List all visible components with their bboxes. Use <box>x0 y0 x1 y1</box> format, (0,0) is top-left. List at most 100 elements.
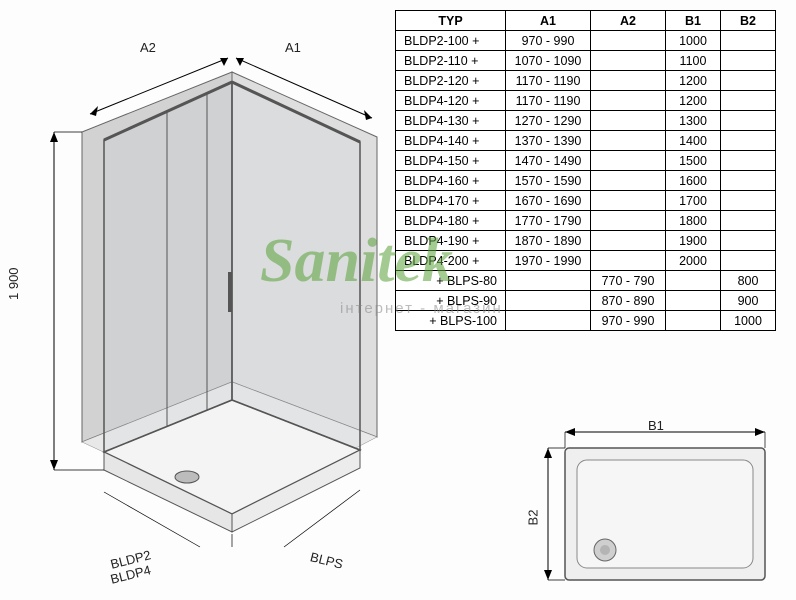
table-row: + BLPS-90 870 - 890 900 <box>396 291 776 311</box>
cell-a1: 1770 - 1790 <box>506 211 591 231</box>
cell-b1: 1600 <box>666 171 721 191</box>
cell-a2 <box>591 151 666 171</box>
cell-a1: 1070 - 1090 <box>506 51 591 71</box>
cell-typ: BLDP4-130 + <box>396 111 506 131</box>
product-spec-sheet: 1 900 A1 A2 BLDP2 BLDP4 BLPS TYP A1 A2 B… <box>0 0 796 600</box>
cell-b2 <box>721 131 776 151</box>
cell-a2 <box>591 51 666 71</box>
cell-typ: BLDP2-110 + <box>396 51 506 71</box>
cell-b1: 1900 <box>666 231 721 251</box>
cell-b2 <box>721 191 776 211</box>
cell-b1: 1500 <box>666 151 721 171</box>
b1-dimension-label: B1 <box>648 418 664 433</box>
cell-b1: 1200 <box>666 91 721 111</box>
table-row: + BLPS-100 970 - 990 1000 <box>396 311 776 331</box>
cell-b2 <box>721 71 776 91</box>
table-row: BLDP4-150 +1470 - 1490 1500 <box>396 151 776 171</box>
cell-a2 <box>591 211 666 231</box>
cell-a2 <box>591 231 666 251</box>
cell-a2 <box>591 71 666 91</box>
cell-a1 <box>506 311 591 331</box>
col-header-typ: TYP <box>396 11 506 31</box>
cell-b2 <box>721 251 776 271</box>
cell-b1: 1400 <box>666 131 721 151</box>
cell-b1 <box>666 271 721 291</box>
a1-dimension-label: A1 <box>285 40 301 55</box>
cell-b1: 1700 <box>666 191 721 211</box>
cell-b2: 800 <box>721 271 776 291</box>
cell-b1 <box>666 291 721 311</box>
cell-b2 <box>721 231 776 251</box>
shower-enclosure-diagram <box>32 22 392 562</box>
cell-b2 <box>721 91 776 111</box>
cell-a1: 1970 - 1990 <box>506 251 591 271</box>
col-header-a2: A2 <box>591 11 666 31</box>
cell-typ: BLDP4-180 + <box>396 211 506 231</box>
cell-a2 <box>591 111 666 131</box>
cell-b1: 1100 <box>666 51 721 71</box>
table-row: + BLPS-80 770 - 790 800 <box>396 271 776 291</box>
cell-b2 <box>721 151 776 171</box>
cell-a2 <box>591 171 666 191</box>
cell-typ: BLDP4-170 + <box>396 191 506 211</box>
table-row: BLDP4-190 +1870 - 1890 1900 <box>396 231 776 251</box>
cell-a1: 1470 - 1490 <box>506 151 591 171</box>
cell-b1: 1000 <box>666 31 721 51</box>
a2-dimension-label: A2 <box>140 40 156 55</box>
cell-a1: 1870 - 1890 <box>506 231 591 251</box>
cell-typ: BLDP2-120 + <box>396 71 506 91</box>
cell-typ: BLDP4-150 + <box>396 151 506 171</box>
tray-top-diagram <box>520 420 775 590</box>
cell-a2: 770 - 790 <box>591 271 666 291</box>
cell-a1: 1370 - 1390 <box>506 131 591 151</box>
cell-b2: 900 <box>721 291 776 311</box>
cell-typ: BLDP4-160 + <box>396 171 506 191</box>
cell-a2 <box>591 191 666 211</box>
cell-a2: 870 - 890 <box>591 291 666 311</box>
table-row: BLDP4-170 +1670 - 16901700 <box>396 191 776 211</box>
height-dimension-label: 1 900 <box>6 267 21 300</box>
table-row: BLDP4-200 +1970 - 19902000 <box>396 251 776 271</box>
table-row: BLDP4-120 +1170 - 1190 1200 <box>396 91 776 111</box>
cell-a1: 970 - 990 <box>506 31 591 51</box>
col-header-b2: B2 <box>721 11 776 31</box>
cell-a1: 1170 - 1190 <box>506 91 591 111</box>
cell-typ: BLDP4-140 + <box>396 131 506 151</box>
cell-b2 <box>721 171 776 191</box>
cell-a2 <box>591 31 666 51</box>
col-header-a1: A1 <box>506 11 591 31</box>
cell-typ: BLDP4-200 + <box>396 251 506 271</box>
cell-b1: 1300 <box>666 111 721 131</box>
cell-a2 <box>591 131 666 151</box>
cell-typ: BLDP4-190 + <box>396 231 506 251</box>
cell-b1: 1800 <box>666 211 721 231</box>
table-row: BLDP2-110 +1070 - 1090 1100 <box>396 51 776 71</box>
table-header-row: TYP A1 A2 B1 B2 <box>396 11 776 31</box>
cell-b2 <box>721 111 776 131</box>
cell-a2: 970 - 990 <box>591 311 666 331</box>
cell-b2 <box>721 31 776 51</box>
cell-typ: + BLPS-90 <box>396 291 506 311</box>
table-row: BLDP2-120 +1170 - 11901200 <box>396 71 776 91</box>
specification-table: TYP A1 A2 B1 B2 BLDP2-100 +970 - 9901000… <box>395 10 776 331</box>
table-row: BLDP4-160 +1570 - 1590 1600 <box>396 171 776 191</box>
table-body: BLDP2-100 +970 - 9901000BLDP2-110 +1070 … <box>396 31 776 331</box>
cell-a1 <box>506 271 591 291</box>
cell-a2 <box>591 91 666 111</box>
cell-b2: 1000 <box>721 311 776 331</box>
table-row: BLDP4-140 +1370 - 1390 1400 <box>396 131 776 151</box>
cell-typ: + BLPS-80 <box>396 271 506 291</box>
cell-typ: BLDP2-100 + <box>396 31 506 51</box>
table-row: BLDP4-130 +1270 - 1290 1300 <box>396 111 776 131</box>
cell-a2 <box>591 251 666 271</box>
cell-b2 <box>721 51 776 71</box>
cell-a1: 1570 - 1590 <box>506 171 591 191</box>
cell-a1 <box>506 291 591 311</box>
cell-a1: 1170 - 1190 <box>506 71 591 91</box>
cell-b1 <box>666 311 721 331</box>
cell-a1: 1270 - 1290 <box>506 111 591 131</box>
cell-typ: BLDP4-120 + <box>396 91 506 111</box>
b2-dimension-label: B2 <box>525 510 540 526</box>
table-row: BLDP2-100 +970 - 990 1000 <box>396 31 776 51</box>
cell-typ: + BLPS-100 <box>396 311 506 331</box>
